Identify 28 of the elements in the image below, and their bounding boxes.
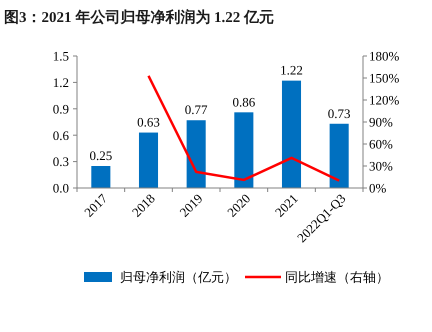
y-tick-label: 0.6 xyxy=(52,128,70,143)
y-tick-label: 1.2 xyxy=(52,74,69,90)
legend-label: 同比增速（右轴） xyxy=(285,270,389,285)
y-tick-label: 0.0 xyxy=(52,180,69,196)
data-label: 0.77 xyxy=(184,102,208,118)
y2-tick-label: 60% xyxy=(369,136,393,152)
y2-tick-label: 30% xyxy=(369,158,393,174)
bar xyxy=(91,166,110,188)
y2-tick-label: 90% xyxy=(369,114,393,130)
bar xyxy=(330,124,349,188)
data-label: 0.63 xyxy=(137,114,160,130)
data-label: 0.86 xyxy=(232,94,256,110)
y-tick-label: 1.5 xyxy=(52,48,69,64)
bar xyxy=(234,112,254,188)
legend-label: 归母净利润（亿元） xyxy=(120,270,237,285)
bar xyxy=(138,132,158,188)
y2-tick-label: 0% xyxy=(369,180,386,196)
bar xyxy=(186,120,206,188)
data-label: 1.22 xyxy=(280,62,303,78)
y2-tick-label: 120% xyxy=(369,92,400,108)
y-tick-label: 0.9 xyxy=(52,101,69,116)
bar xyxy=(282,80,302,188)
y-tick-label: 0.3 xyxy=(52,154,69,170)
y2-tick-label: 150% xyxy=(369,70,400,86)
data-label: 0.73 xyxy=(328,106,351,121)
y2-tick-label: 180% xyxy=(369,48,400,64)
data-label: 0.25 xyxy=(89,148,112,163)
chart-title: 图3：2021 年公司归母净利润为 1.22 亿元 xyxy=(4,8,274,26)
